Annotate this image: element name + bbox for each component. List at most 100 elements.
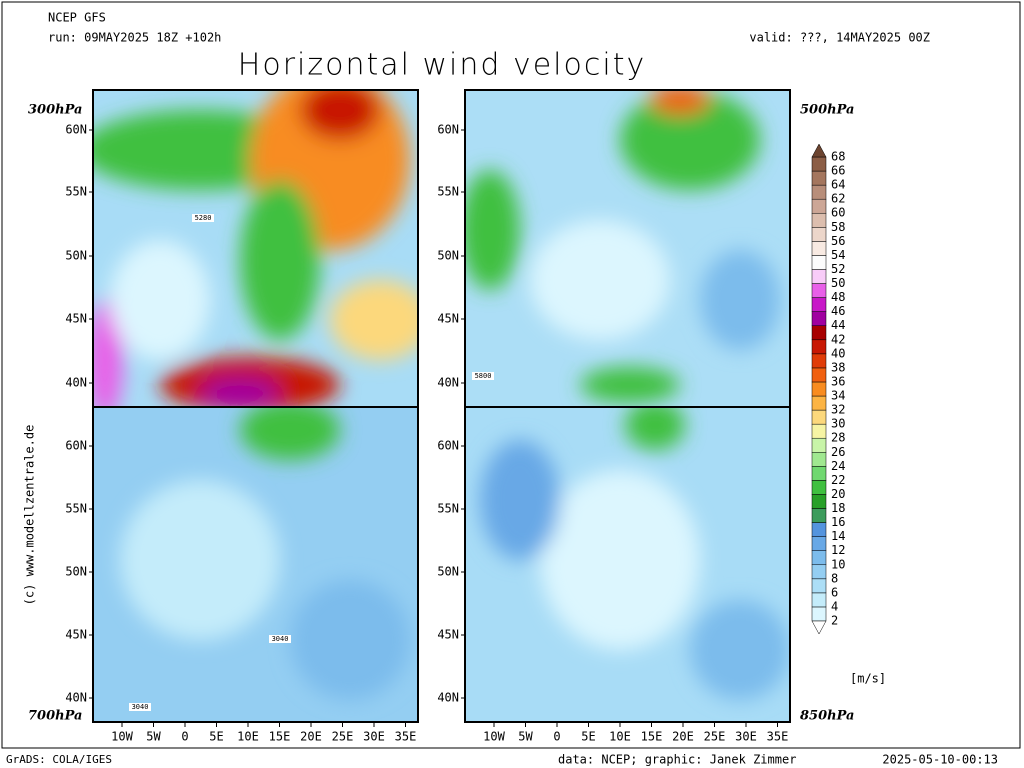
colorbar-label: 12 — [831, 543, 845, 557]
colorbar-label: 6 — [831, 585, 838, 599]
lon-label: 5E — [209, 730, 223, 744]
lat-label: 40N — [437, 691, 459, 705]
colorbar-label: 42 — [831, 332, 845, 346]
colorbar-label: 14 — [831, 529, 845, 543]
contour-label: 3040 — [272, 635, 289, 643]
colorbar-box — [811, 198, 827, 214]
lat-label: 55N — [65, 185, 87, 199]
colorbar-label: 22 — [831, 473, 845, 487]
colorbar-label: 26 — [831, 445, 845, 459]
run: run: 09MAY2025 18Z +102h — [48, 31, 221, 45]
lat-label: 50N — [437, 249, 459, 263]
colorbar-box — [811, 606, 827, 622]
contour-label-bg — [472, 372, 494, 380]
lon-label: 15E — [269, 730, 291, 744]
colorbar-label: 16 — [831, 515, 845, 529]
colorbar-box — [811, 508, 827, 523]
colorbar-label: 66 — [831, 164, 845, 178]
colorbar-box — [811, 212, 827, 228]
panel-frames — [92, 89, 791, 723]
colorbar-label: 62 — [831, 192, 845, 206]
lat-label: 55N — [437, 185, 459, 199]
valid: valid: ???, 14MAY2025 00Z — [749, 31, 930, 45]
footer-source: data: NCEP; graphic: Janek Zimmer — [558, 753, 796, 767]
colorbar-box — [811, 536, 827, 551]
lat-label: 60N — [65, 439, 87, 453]
contour-label-bg — [129, 703, 151, 711]
lat-label: 40N — [65, 691, 87, 705]
colorbar-label: 28 — [831, 431, 845, 445]
colorbar-box — [811, 395, 827, 411]
title: Horizontal wind velocity — [238, 48, 646, 83]
lat-label: 60N — [437, 123, 459, 137]
colorbar-under — [811, 620, 827, 635]
colorbar-box — [811, 255, 827, 270]
lon-label: 5W — [146, 730, 161, 744]
colorbar-label: 48 — [831, 290, 845, 304]
lat-label: 60N — [437, 439, 459, 453]
colorbar-label: 44 — [831, 318, 845, 332]
lat-label: 45N — [65, 628, 87, 642]
colorbar-box — [811, 339, 827, 355]
colorbar-box — [811, 578, 827, 594]
colorbar-box — [811, 283, 827, 298]
colorbar-label: 30 — [831, 417, 845, 431]
lat-label: 40N — [437, 376, 459, 390]
colorbar-box — [811, 241, 827, 256]
colorbar-label: 50 — [831, 276, 845, 290]
footer-software: GrADS: COLA/IGES — [6, 753, 112, 766]
lon-label: 25E — [332, 730, 354, 744]
colorbar-box — [811, 480, 827, 495]
field-850 — [465, 407, 790, 722]
colorbar-label: 24 — [831, 459, 845, 473]
colorbar-box — [811, 184, 827, 200]
colorbar-label: 60 — [831, 206, 845, 220]
colorbar-label: 10 — [831, 557, 845, 571]
colorbar-label: 46 — [831, 304, 845, 318]
colorbar-box — [811, 381, 827, 397]
level-label: 300hPa — [28, 103, 82, 118]
contour-label-bg — [269, 635, 291, 643]
colorbar-box — [811, 494, 827, 509]
lon-label: 10E — [609, 730, 631, 744]
lon-label: 15E — [641, 730, 663, 744]
colorbar-label: 20 — [831, 487, 845, 501]
colorbar-label: 54 — [831, 248, 845, 262]
colorbar-box — [811, 550, 827, 566]
colorbar-label: 34 — [831, 389, 845, 403]
colorbar-box — [811, 592, 827, 608]
colorbar-label: 8 — [831, 571, 838, 585]
colorbar-label: 36 — [831, 374, 845, 388]
lon-label: 20E — [300, 730, 322, 744]
colorbar-label: 64 — [831, 178, 845, 192]
colorbar-box — [811, 297, 827, 312]
contour-label: 3040 — [132, 703, 149, 711]
colorbar-box — [811, 353, 827, 369]
colorbar-label: 2 — [831, 614, 838, 628]
field-300 — [93, 90, 418, 407]
lon-label: 5E — [581, 730, 595, 744]
level-label: 850hPa — [800, 709, 854, 724]
colorbar-box — [811, 311, 827, 326]
colorbar-box — [811, 423, 827, 439]
lat-label: 50N — [65, 249, 87, 263]
colorbar-box — [811, 452, 827, 467]
lon-label: 30E — [735, 730, 757, 744]
lon-label: 10E — [237, 730, 259, 744]
level-label: 700hPa — [28, 709, 82, 724]
colorbar-label: 32 — [831, 403, 845, 417]
lon-label: 10W — [483, 730, 505, 744]
lat-label: 50N — [437, 565, 459, 579]
lon-label: 5W — [518, 730, 533, 744]
contour-label-bg — [192, 214, 214, 222]
colorbar-label: 56 — [831, 234, 845, 248]
lat-label: 45N — [65, 312, 87, 326]
colorbar-box — [811, 170, 827, 186]
lat-label: 45N — [437, 628, 459, 642]
footer-timestamp: 2025-05-10-00:13 — [882, 753, 998, 767]
colorbar-over — [811, 143, 827, 158]
lat-label: 45N — [437, 312, 459, 326]
colorbar-label: 40 — [831, 346, 845, 360]
colorbar-box — [811, 437, 827, 453]
